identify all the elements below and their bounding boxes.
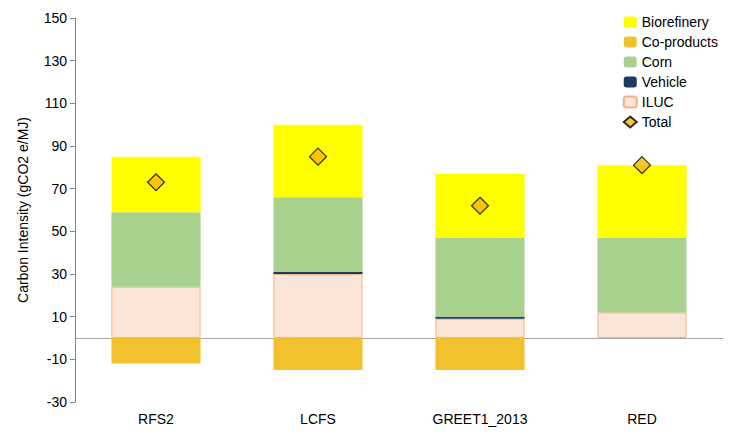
svg-text:Biorefinery: Biorefinery [642, 14, 709, 30]
svg-text:-10: -10 [47, 351, 67, 367]
svg-text:110: 110 [45, 95, 68, 111]
svg-text:Carbon Intensity (gCO2 e/MJ): Carbon Intensity (gCO2 e/MJ) [15, 117, 31, 303]
svg-text:LCFS: LCFS [300, 411, 336, 427]
svg-text:Corn: Corn [642, 54, 672, 70]
svg-text:Co-products: Co-products [642, 34, 718, 50]
svg-text:150: 150 [44, 10, 68, 26]
svg-text:Vehicle: Vehicle [642, 74, 687, 90]
svg-text:-30: -30 [47, 394, 67, 410]
svg-text:130: 130 [44, 53, 68, 69]
svg-text:70: 70 [51, 181, 67, 197]
svg-text:RFS2: RFS2 [138, 411, 174, 427]
svg-text:Total: Total [642, 114, 672, 130]
svg-text:50: 50 [51, 223, 67, 239]
svg-text:ILUC: ILUC [642, 94, 674, 110]
svg-text:30: 30 [51, 266, 67, 282]
svg-text:90: 90 [51, 138, 67, 154]
svg-text:10: 10 [51, 309, 67, 325]
svg-text:RED: RED [627, 411, 657, 427]
svg-text:GREET1_2013: GREET1_2013 [433, 411, 528, 427]
